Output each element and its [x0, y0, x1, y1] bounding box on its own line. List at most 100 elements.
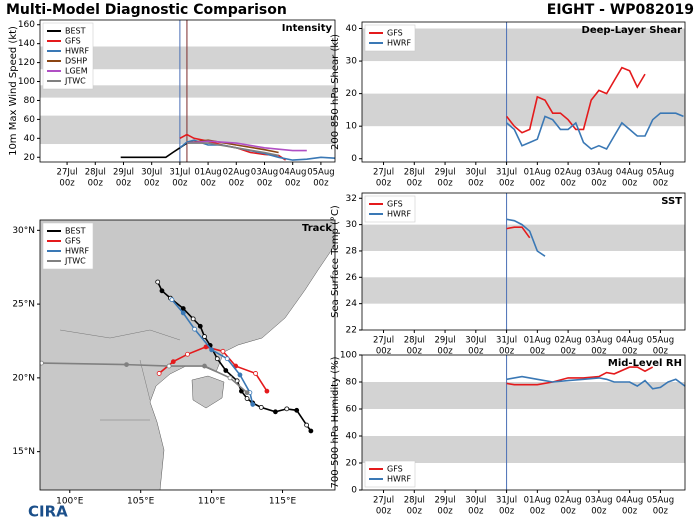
y-tick-label: 30 [346, 220, 358, 230]
track-point [203, 344, 209, 350]
plot-area [362, 193, 685, 330]
x-tick-sublabel: 00z [468, 179, 484, 189]
x-tick-sublabel: 00z [376, 507, 392, 517]
legend-label: HWRF [387, 475, 411, 484]
x-tick-label: 31Jul [169, 168, 190, 178]
x-tick-label: 04Aug [616, 336, 643, 346]
y-tick-label: 40 [346, 24, 358, 34]
x-tick-label: 27Jul [57, 168, 78, 178]
x-tick-sublabel: 00z [560, 179, 576, 189]
y-tick-label: 100 [18, 77, 35, 87]
x-tick-sublabel: 00z [116, 179, 132, 189]
x-tick-sublabel: 00z [622, 347, 638, 357]
x-tick-sublabel: 00z [591, 507, 607, 517]
x-tick-label: 28Jul [85, 168, 106, 178]
track-point [180, 310, 186, 316]
x-tick-label: 01Aug [524, 336, 551, 346]
page-title: Multi-Model Diagnostic Comparison [6, 2, 287, 18]
series-line [506, 112, 684, 151]
track-point [244, 396, 250, 401]
track-point [294, 407, 300, 413]
legend-label: JTWC [64, 77, 86, 86]
legend-label: GFS [387, 29, 403, 38]
track-point [159, 288, 165, 294]
band [40, 46, 335, 70]
track-point [169, 297, 175, 303]
track-point [253, 371, 258, 376]
track-point [124, 362, 129, 367]
x-tick-label: 30Jul [465, 336, 486, 346]
x-tick-sublabel: 00z [622, 179, 638, 189]
y-tick-label: 80 [24, 96, 36, 106]
legend-box [364, 195, 416, 223]
band [362, 93, 685, 127]
y-tick-label: 40 [24, 134, 36, 144]
x-tick-sublabel: 00z [257, 179, 273, 189]
x-tick-sublabel: 00z [499, 507, 515, 517]
x-tick-label: 31Jul [496, 168, 517, 178]
y-tick-label: 20 [346, 459, 358, 469]
map-background [40, 220, 335, 490]
y-tick-label: 60 [346, 405, 358, 415]
series-line [186, 142, 279, 157]
x-tick-label: 29Jul [435, 336, 456, 346]
x-tick-label: 27Jul [373, 496, 394, 506]
x-tick-label: 29Jul [435, 168, 456, 178]
frame [361, 354, 686, 491]
x-tick-label: 01Aug [524, 168, 551, 178]
x-tick-label: 04Aug [616, 168, 643, 178]
panel: 22242628303227Jul00z28Jul00z29Jul00z30Ju… [330, 192, 686, 357]
series-line [186, 140, 307, 152]
x-tick-sublabel: 00z [653, 507, 669, 517]
track-point [250, 402, 256, 407]
island [191, 375, 225, 409]
y-tick-label: 26 [346, 273, 358, 283]
x-tick-sublabel: 00z [653, 179, 669, 189]
track-point [40, 360, 44, 366]
y-tick-label: 10 [346, 122, 358, 132]
panel-title: Deep-Layer Shear [582, 25, 683, 36]
x-tick-label: 02Aug [554, 168, 581, 178]
band [362, 277, 685, 304]
y-tick-label: 140 [18, 39, 35, 49]
x-tick-label: 30Jul [465, 168, 486, 178]
series-line [506, 226, 531, 239]
x-tick-label: 05Aug [647, 168, 674, 178]
track-point [258, 404, 264, 410]
series-line [506, 218, 546, 257]
track-point [227, 375, 233, 381]
x-tick-label: 05Aug [307, 168, 334, 178]
track-point [192, 326, 197, 332]
track-point [273, 409, 278, 415]
x-tick-label: 28Jul [404, 168, 425, 178]
x-tick-sublabel: 00z [499, 179, 515, 189]
track-point [223, 368, 229, 373]
y-tick-label: 24 [346, 299, 358, 309]
track-point [197, 323, 203, 329]
legend-box [42, 22, 94, 90]
x-tick-sublabel: 00z [407, 507, 423, 517]
y-axis-label: Sea Surface Temp (°C) [330, 205, 341, 318]
x-tick-label: 31Jul [496, 496, 517, 506]
x-tick-sublabel: 00z [313, 179, 329, 189]
x-tick-sublabel: 00z [560, 347, 576, 357]
panel-title: Mid-Level RH [608, 358, 682, 369]
logo: CIRA [28, 503, 68, 521]
x-tick-label: 110°E [198, 497, 226, 507]
legend-box [364, 24, 416, 52]
x-tick-label: 03Aug [251, 168, 278, 178]
x-tick-sublabel: 00z [437, 347, 453, 357]
legend-label: LGEM [65, 67, 88, 76]
x-tick-label: 29Jul [113, 168, 134, 178]
x-tick-sublabel: 00z [407, 347, 423, 357]
x-tick-label: 05Aug [647, 496, 674, 506]
x-tick-label: 01Aug [524, 496, 551, 506]
x-tick-sublabel: 00z [229, 179, 245, 189]
series-line [505, 66, 646, 134]
series-line [506, 375, 686, 390]
track-point [170, 359, 176, 365]
legend-label: DSHP [65, 57, 87, 66]
x-tick-sublabel: 00z [144, 179, 160, 189]
x-tick-label: 100°E [56, 497, 84, 507]
y-axis-label: 200-850 hPa Shear (kt) [330, 34, 341, 150]
